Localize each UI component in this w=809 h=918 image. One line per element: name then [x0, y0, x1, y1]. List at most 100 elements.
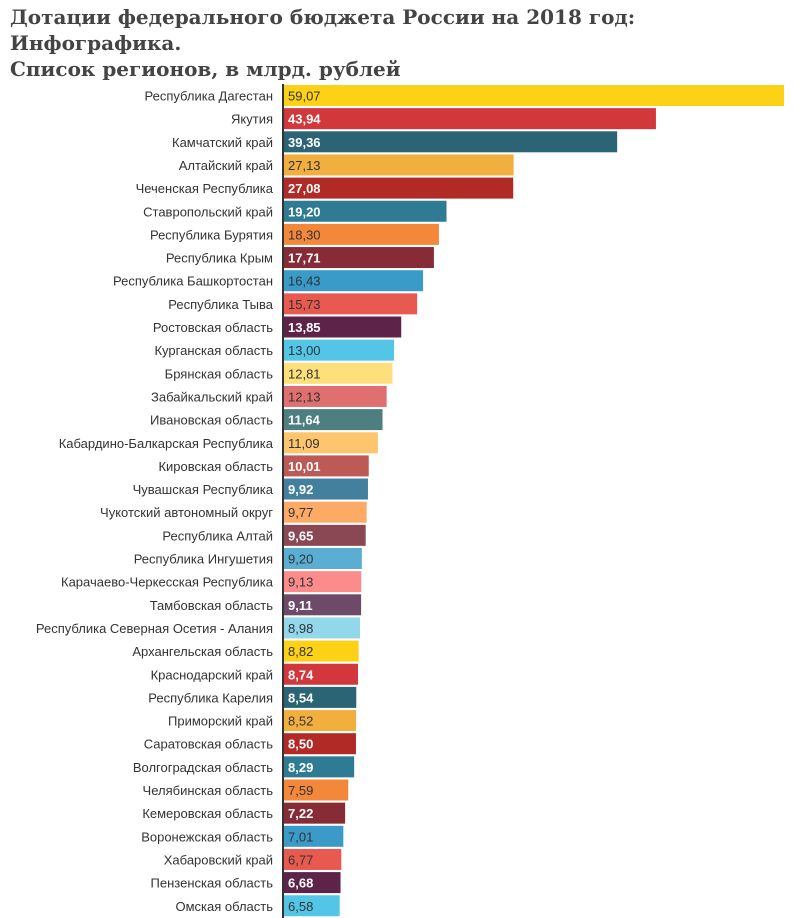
- category-label-17: Кировская область: [158, 459, 273, 474]
- category-label-3: Камчатский край: [172, 135, 273, 150]
- category-label-32: Кемеровская область: [142, 806, 273, 821]
- category-label-35: Пензенская область: [151, 876, 274, 891]
- bar-27: [284, 686, 357, 708]
- category-label-9: Республика Башкортостан: [113, 274, 273, 289]
- value-label-24: 8,98: [288, 621, 313, 636]
- category-label-7: Республика Бурятия: [150, 227, 273, 242]
- value-label-15: 11,64: [288, 413, 321, 428]
- bar-34: [284, 848, 342, 870]
- category-label-30: Волгоградская область: [133, 760, 273, 775]
- bar-11: [284, 316, 402, 338]
- bar-6: [284, 200, 447, 222]
- value-label-28: 8,52: [288, 714, 313, 729]
- category-label-22: Карачаево-Черкесская Республика: [61, 575, 274, 590]
- category-label-13: Брянская область: [165, 366, 274, 381]
- bar-26: [284, 663, 358, 685]
- value-label-5: 27,08: [288, 181, 321, 196]
- category-label-19: Чукотский автономный округ: [100, 505, 273, 520]
- category-label-36: Омская область: [175, 899, 273, 914]
- bar-33: [284, 825, 344, 847]
- bar-25: [284, 640, 359, 662]
- bar-36: [284, 895, 340, 917]
- bar-20: [284, 524, 366, 546]
- bar-30: [284, 756, 355, 778]
- category-label-1: Республика Дагестан: [145, 89, 273, 104]
- bar-22: [284, 571, 362, 593]
- category-label-16: Кабардино-Балкарская Республика: [59, 436, 274, 451]
- bar-24: [284, 617, 361, 639]
- value-label-6: 19,20: [288, 204, 321, 219]
- category-label-10: Республика Тыва: [168, 297, 274, 312]
- value-label-20: 9,65: [288, 528, 313, 543]
- value-label-22: 9,13: [288, 575, 313, 590]
- value-label-33: 7,01: [288, 829, 313, 844]
- bar-5: [284, 177, 514, 199]
- category-label-21: Республика Ингушетия: [134, 552, 273, 567]
- value-label-14: 12,13: [288, 389, 321, 404]
- value-label-1: 59,07: [288, 89, 321, 104]
- category-label-31: Челябинская область: [143, 783, 274, 798]
- category-label-25: Архангельская область: [132, 644, 273, 659]
- category-label-2: Якутия: [231, 112, 273, 127]
- category-label-29: Саратовская область: [144, 737, 273, 752]
- value-label-23: 9,11: [288, 598, 313, 613]
- value-label-2: 43,94: [288, 112, 321, 127]
- category-label-15: Ивановская область: [150, 413, 273, 428]
- value-label-30: 8,29: [288, 760, 313, 775]
- bar-4: [284, 154, 514, 176]
- value-label-19: 9,77: [288, 505, 313, 520]
- bar-28: [284, 710, 357, 732]
- chart-title-line-2: Список регионов, в млрд. рублей: [10, 57, 401, 81]
- bar-23: [284, 594, 362, 616]
- category-label-12: Курганская область: [154, 343, 273, 358]
- value-label-9: 16,43: [288, 274, 321, 289]
- value-label-12: 13,00: [288, 343, 321, 358]
- value-label-35: 6,68: [288, 876, 313, 891]
- category-label-18: Чувашская Республика: [133, 482, 274, 497]
- category-label-20: Республика Алтай: [162, 528, 273, 543]
- bar-1: [284, 85, 784, 106]
- bar-32: [284, 802, 346, 824]
- category-label-4: Алтайский край: [179, 158, 273, 173]
- value-label-34: 6,77: [288, 852, 313, 867]
- chart-title-line-1: Дотации федерального бюджета России на 2…: [10, 5, 636, 55]
- bar-29: [284, 733, 356, 755]
- bars-group: [284, 85, 784, 917]
- bar-18: [284, 478, 368, 500]
- category-labels-group: Республика Дагестан Якутия Камчатский край…: [36, 89, 274, 914]
- bar-2: [284, 108, 656, 130]
- category-label-8: Республика Крым: [166, 251, 273, 266]
- value-label-17: 10,01: [288, 459, 321, 474]
- bar-17: [284, 455, 369, 477]
- value-label-32: 7,22: [288, 806, 313, 821]
- category-label-24: Республика Северная Осетия - Алания: [36, 621, 273, 636]
- value-label-4: 27,13: [288, 158, 321, 173]
- bar-19: [284, 501, 367, 523]
- category-label-23: Тамбовская область: [150, 598, 274, 613]
- value-label-18: 9,92: [288, 482, 313, 497]
- category-label-28: Приморский край: [168, 714, 273, 729]
- bar-12: [284, 339, 395, 361]
- category-label-14: Забайкальский край: [151, 389, 273, 404]
- bar-8: [284, 247, 434, 269]
- value-label-21: 9,20: [288, 552, 313, 567]
- value-label-25: 8,82: [288, 644, 313, 659]
- value-label-8: 17,71: [288, 251, 321, 266]
- bar-9: [284, 270, 424, 292]
- category-label-6: Ставропольский край: [143, 204, 273, 219]
- category-label-5: Чеченская Республика: [136, 181, 274, 196]
- category-label-26: Краснодарский край: [151, 667, 273, 682]
- bar-3: [284, 131, 618, 153]
- value-labels-group: 59,07 43,94 39,36 27,13 27,08 19,20 18,30 17,71…: [288, 89, 321, 914]
- value-label-31: 7,59: [288, 783, 313, 798]
- value-label-7: 18,30: [288, 227, 321, 242]
- value-label-16: 11,09: [288, 436, 320, 451]
- bar-21: [284, 548, 362, 569]
- value-label-27: 8,54: [288, 690, 314, 705]
- bar-13: [284, 362, 393, 384]
- bar-16: [284, 432, 378, 454]
- value-label-11: 13,85: [288, 320, 321, 335]
- category-label-11: Ростовская область: [153, 320, 273, 335]
- bar-35: [284, 872, 341, 894]
